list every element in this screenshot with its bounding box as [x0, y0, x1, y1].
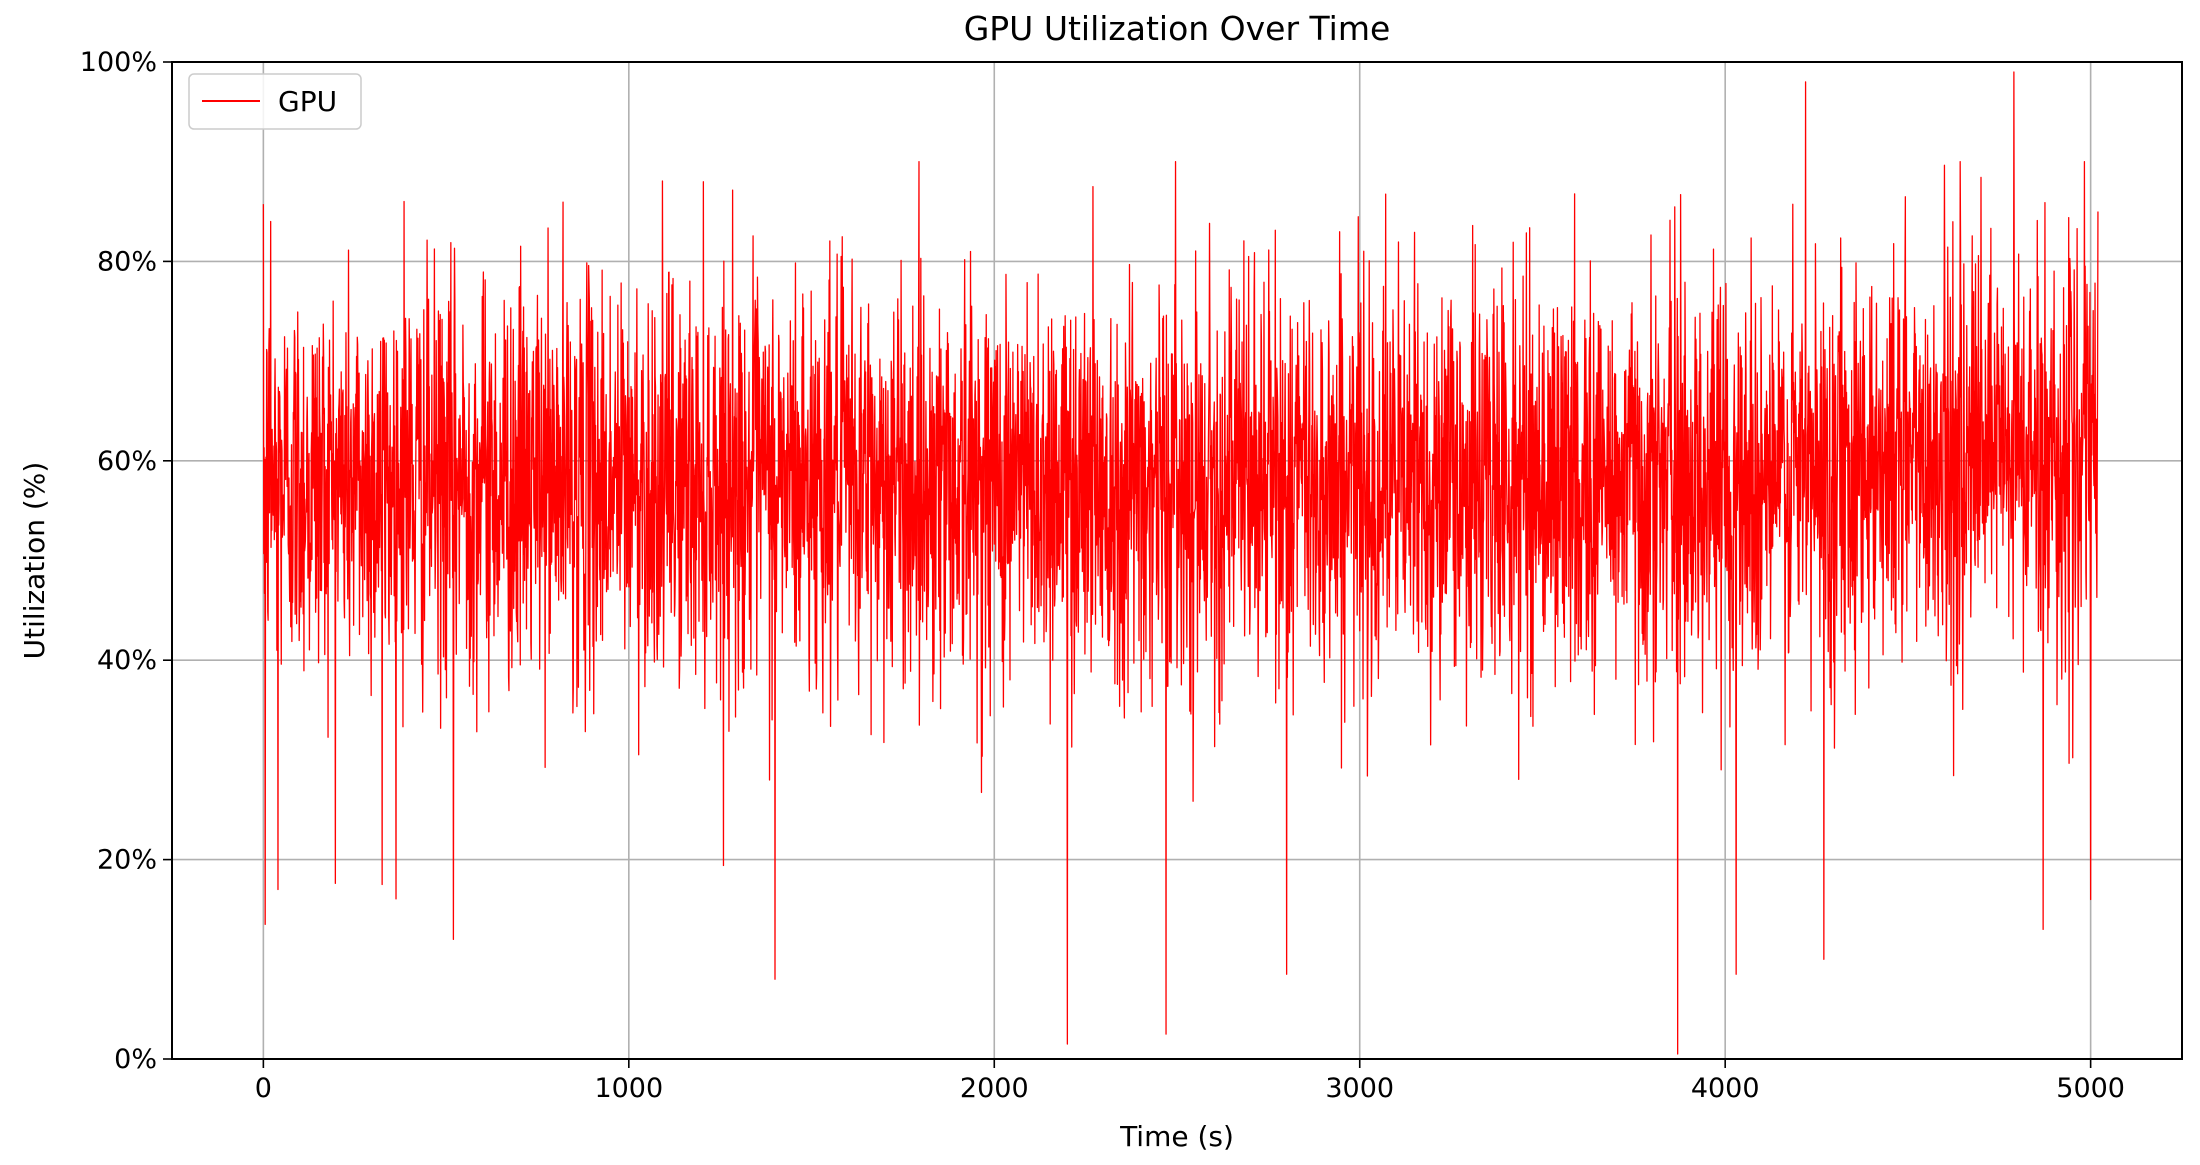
x-tick-label: 3000: [1325, 1073, 1394, 1104]
x-tick-label: 1000: [594, 1073, 663, 1104]
series-line-gpu: [262, 71, 2099, 1055]
x-tick-label: 4000: [1691, 1073, 1760, 1104]
y-axis-title: Utilization (%): [18, 462, 51, 660]
chart-title: GPU Utilization Over Time: [964, 9, 1391, 48]
y-tick-label: 40%: [97, 645, 157, 676]
y-tick-label: 60%: [97, 446, 157, 477]
y-axis-ticks: 0% 20% 40% 60% 80% 100%: [80, 47, 172, 1075]
y-tick-label: 0%: [114, 1044, 157, 1075]
plot-frame: [171, 61, 2183, 1060]
y-tick-label: 100%: [80, 47, 157, 78]
legend-box: [188, 73, 362, 130]
y-tick-label: 20%: [97, 845, 157, 876]
x-tick-label: 5000: [2056, 1073, 2125, 1104]
series-layer: [262, 71, 2099, 1055]
legend-label-gpu: GPU: [278, 85, 337, 118]
x-tick-label: 0: [255, 1073, 272, 1104]
x-tick-label: 2000: [960, 1073, 1029, 1104]
x-axis-ticks: 0 1000 2000 3000 4000 5000: [255, 1059, 2125, 1104]
x-axis-title: Time (s): [1119, 1120, 1234, 1153]
y-tick-label: 80%: [97, 246, 157, 277]
legend: GPU: [188, 73, 362, 130]
